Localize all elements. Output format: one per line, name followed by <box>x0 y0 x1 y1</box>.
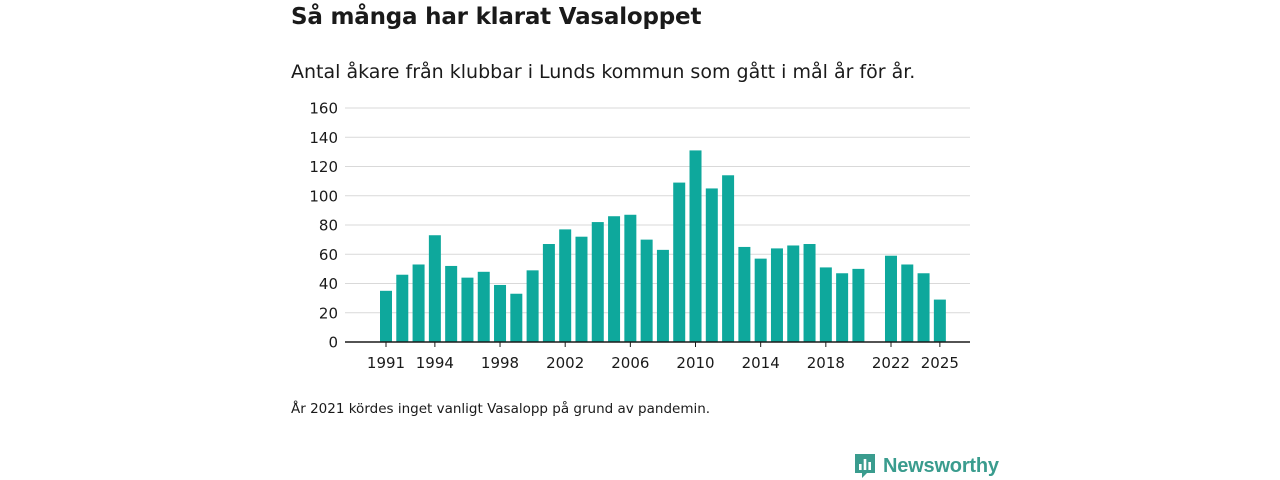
bar-2002 <box>559 229 572 342</box>
bar-1995 <box>445 265 458 342</box>
y-tick-label: 80 <box>319 217 338 235</box>
bar-2010 <box>689 150 702 342</box>
bar-2014 <box>754 258 767 342</box>
bar-2024 <box>917 273 930 342</box>
y-tick-label: 0 <box>328 334 338 352</box>
chart-title: Så många har klarat Vasaloppet <box>291 4 702 30</box>
y-tick-label: 100 <box>309 187 338 205</box>
bar-2019 <box>836 273 849 342</box>
bar-2022 <box>884 255 897 342</box>
x-tick-label: 2006 <box>611 354 649 372</box>
bar-2003 <box>575 236 588 342</box>
bar-2015 <box>770 248 783 342</box>
bar-2008 <box>656 249 669 342</box>
x-tick-label: 2018 <box>807 354 845 372</box>
newsworthy-brand[interactable]: Newsworthy <box>853 452 999 480</box>
bar-2020 <box>852 268 865 342</box>
bar-2012 <box>722 175 735 342</box>
bar-2005 <box>608 216 621 342</box>
x-tick-label: 2002 <box>546 354 584 372</box>
bar-1992 <box>396 274 409 342</box>
brand-name: Newsworthy <box>883 454 999 477</box>
x-tick-label: 2014 <box>742 354 780 372</box>
bar-2011 <box>705 188 718 342</box>
bar-2013 <box>738 246 751 342</box>
bar-2009 <box>673 182 686 342</box>
newsworthy-logo-icon <box>855 454 875 478</box>
bar-2006 <box>624 214 637 342</box>
bar-2004 <box>591 222 604 342</box>
bar-1993 <box>412 264 425 342</box>
chart-footnote: År 2021 kördes inget vanligt Vasalopp på… <box>291 401 711 417</box>
x-tick-label: 1998 <box>481 354 519 372</box>
bar-2001 <box>542 244 555 342</box>
x-tick-label: 2025 <box>921 354 959 372</box>
bar-2017 <box>803 244 816 342</box>
x-tick-label: 1994 <box>416 354 454 372</box>
bar-2007 <box>640 239 653 342</box>
bar-2016 <box>787 245 800 342</box>
x-tick-label: 1991 <box>367 354 405 372</box>
bar-2023 <box>901 264 914 342</box>
bar-1999 <box>510 293 523 342</box>
y-tick-label: 140 <box>309 129 338 147</box>
y-tick-label: 40 <box>319 275 338 293</box>
y-tick-label: 120 <box>309 158 338 176</box>
chart-subtitle: Antal åkare från klubbar i Lunds kommun … <box>291 61 916 83</box>
y-tick-label: 160 <box>309 100 338 118</box>
bar-2025 <box>933 299 946 342</box>
bar-2018 <box>819 267 832 342</box>
y-tick-label: 20 <box>319 304 338 322</box>
x-tick-label: 2022 <box>872 354 910 372</box>
bar-1991 <box>380 290 392 342</box>
y-tick-label: 60 <box>319 246 338 264</box>
bar-1994 <box>428 235 441 342</box>
bar-1997 <box>477 271 490 342</box>
x-tick-label: 2010 <box>676 354 714 372</box>
bar-1998 <box>494 284 507 342</box>
bar-1996 <box>461 277 474 342</box>
bar-2000 <box>526 270 539 342</box>
